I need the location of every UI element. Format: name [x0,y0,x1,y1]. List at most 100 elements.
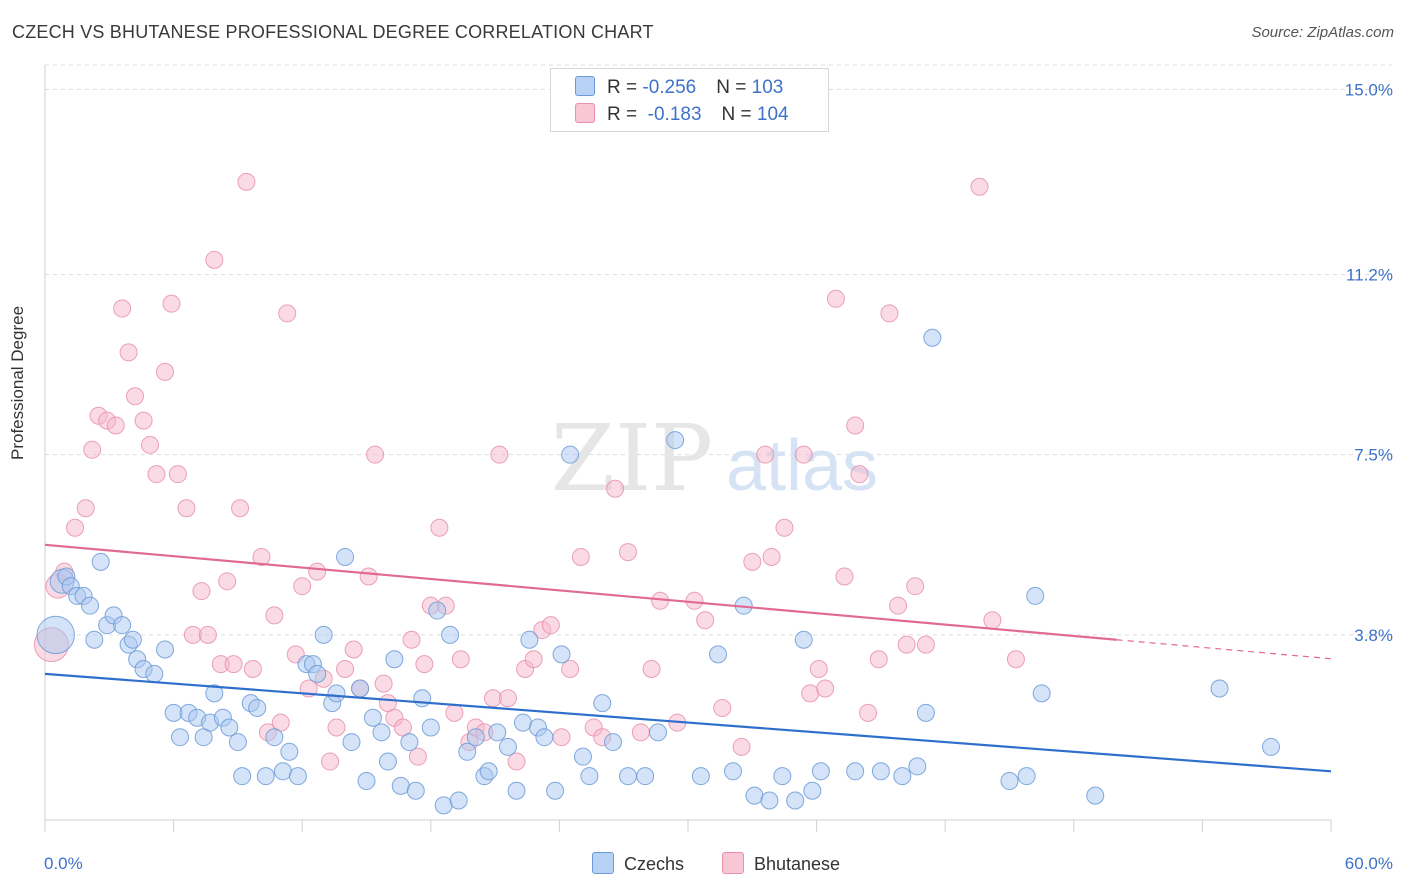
bhutanese-point [970,177,989,196]
bhutanese-point [983,611,1002,630]
bhutanese-point [713,698,732,717]
bhutanese-point [374,674,393,693]
czech-point [724,762,743,781]
x-tick-label-max: 60.0% [1345,854,1393,873]
bhutanese-point [498,689,517,708]
bhutanese-point [696,611,715,630]
bhutanese-point [916,635,935,654]
czech-point [164,703,183,722]
czech-point [1000,772,1019,791]
czech-point [228,733,247,752]
bhutanese-point [642,660,661,678]
bhutanese-point [816,679,835,698]
bhutanese-point [732,737,751,756]
czech-point [1026,586,1045,605]
axes [44,65,1332,832]
bhutanese-point [618,543,637,562]
bhutanese-point [168,465,187,484]
bhutanese-point [415,655,434,674]
trend-lines [44,543,1332,773]
czech-point [535,728,554,747]
czech-point [273,762,292,781]
bhutanese-point [237,172,256,191]
czech-point [760,791,779,810]
czech-point [81,596,100,615]
czech-point [171,728,190,747]
bhutanese-point [809,660,828,678]
bhutanese-point [119,343,138,362]
czech-point [466,728,485,747]
bhutanese-point [541,616,560,635]
bhutanese-point [231,499,250,518]
czech-point [811,762,830,781]
bhutanese-point [794,445,813,464]
bhutanese-point [445,703,464,722]
czech-point [916,703,935,722]
czech-point [507,781,526,800]
czech-point [357,772,376,791]
czech-trend-line [44,672,1332,773]
watermark-atlas: atlas [726,426,878,506]
czech-point [363,708,382,727]
bhutanese-point [490,445,509,464]
bhutanese-point [224,655,243,674]
czech-point [123,630,142,649]
bhutanese-point [177,499,196,518]
czech-point [248,698,267,717]
bhutanese-point [113,299,132,318]
czech-point [265,728,284,747]
czech-point [794,630,813,649]
bhutanese-point [359,567,378,586]
czech-point [378,752,397,771]
czech-point [145,664,164,683]
czech-point [280,742,299,761]
bhutanese-swatch [575,103,595,123]
czech-point [85,630,104,649]
chart-title: CZECH VS BHUTANESE PROFESSIONAL DEGREE C… [12,22,654,42]
bhutanese-point [218,572,237,591]
czech-point [552,645,571,664]
czech-point [314,625,333,644]
czech-point [220,718,239,737]
bhutanese-point [141,435,160,454]
czech-point [498,737,517,756]
bhutanese-point [156,362,175,381]
czech-point [327,684,346,703]
legend-row-bhutanese: R = -0.183 N = 104 [575,103,789,126]
czech-point [908,757,927,776]
bhutanese-point [408,747,427,766]
y-tick-label: 7.5% [1354,446,1393,465]
czech-swatch [575,76,595,96]
tick-labels: 3.8% 7.5% 11.2% 15.0% 0.0% 60.0% [44,80,1393,873]
czech-point [666,431,685,450]
bhutanese-point [756,445,775,464]
czech-point [648,723,667,742]
czech-point [691,767,710,786]
legend-bhutanese-n-label: N = [721,104,757,125]
czech-point [636,767,655,786]
czech-point [520,630,539,649]
czech-point [413,689,432,708]
bhutanese-point [402,630,421,649]
czech-point [372,723,391,742]
series-czech [36,328,1280,815]
czech-point [923,328,942,347]
czech-point [893,767,912,786]
czech-point [391,776,410,795]
bhutanese-legend-swatch [722,852,744,874]
bhutanese-point [198,625,217,644]
czech-point [846,762,865,781]
bhutanese-point [762,547,781,566]
czech-point [458,742,477,761]
czech-point [803,781,822,800]
bhutanese-point [252,547,271,566]
czech-point [745,786,764,805]
bhutanese-point [483,689,502,708]
czech-point [773,767,792,786]
czech-point [871,762,890,781]
czech-point [1210,679,1229,698]
bhutanese-point [889,596,908,615]
bhutanese-point [265,606,284,625]
legend-czech-n-value: 103 [751,77,784,98]
